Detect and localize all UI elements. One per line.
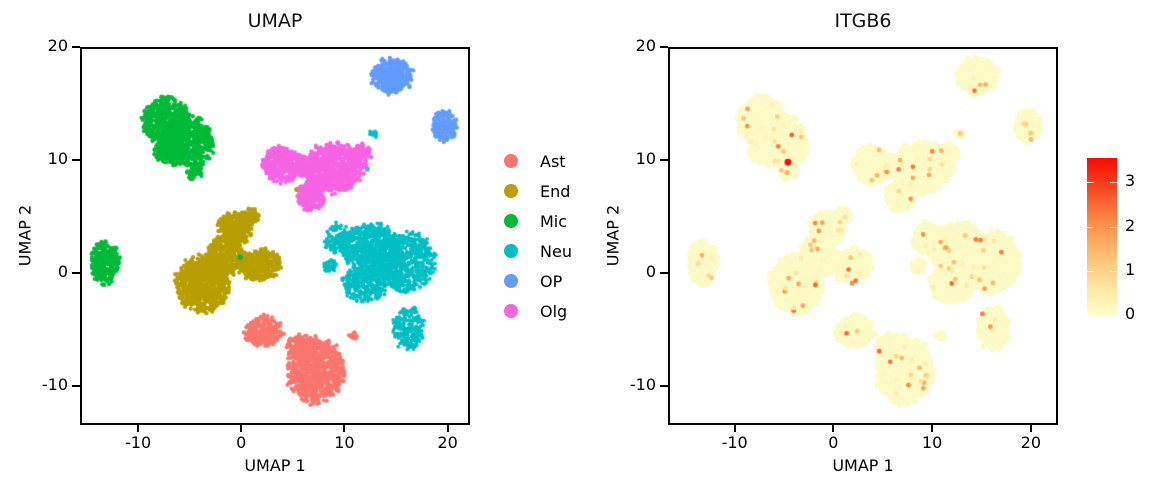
colorbar-notch <box>1087 182 1094 184</box>
y-tick-label: 10 <box>47 149 68 168</box>
colorbar-tick-label: 0 <box>1125 304 1136 323</box>
x-tick-mark <box>733 425 736 432</box>
colorbar-notch <box>1110 270 1117 272</box>
y-tick-mark <box>660 272 668 274</box>
y-tick-mark <box>72 272 80 274</box>
colorbar-notch <box>1110 182 1117 184</box>
y-tick-label: -10 <box>629 375 656 394</box>
colorbar-tick-label: 2 <box>1125 215 1136 235</box>
y-tick-mark <box>660 46 668 48</box>
x-tick-mark <box>343 425 346 432</box>
y-tick-mark <box>72 385 80 387</box>
x-tick-label: -10 <box>721 433 748 452</box>
legend-item-olg: Olg <box>504 296 596 326</box>
x-tick-label: 0 <box>828 433 839 452</box>
y-tick-label: 20 <box>47 36 68 55</box>
x-tick-label: 20 <box>437 433 458 452</box>
y-tick-label: 20 <box>635 36 656 55</box>
x-tick-label: 20 <box>1020 433 1042 452</box>
legend-item-mic: Mic <box>504 206 596 236</box>
itgb6-expression-plot <box>668 47 1058 425</box>
legend-item-op: OP <box>504 266 596 296</box>
y-tick-mark <box>660 159 668 161</box>
x-tick-label: 10 <box>921 433 943 452</box>
legend-label: End <box>540 181 571 201</box>
colorbar-notch <box>1087 226 1094 228</box>
x-tick-mark <box>240 425 243 432</box>
x-tick-label: 0 <box>236 433 247 452</box>
y-tick-mark <box>72 46 80 48</box>
legend-label: Neu <box>540 241 572 261</box>
legend-label: Ast <box>540 151 566 171</box>
y-tick-mark <box>72 159 80 161</box>
colorbar-tick-label: 3 <box>1125 171 1136 191</box>
y-tick-label: 0 <box>57 262 68 281</box>
legend-item-neu: Neu <box>504 236 596 266</box>
y-tick-mark <box>660 385 668 387</box>
legend-label: OP <box>540 271 563 291</box>
legend-swatch-icon <box>504 184 518 198</box>
legend-swatch-icon <box>504 154 518 168</box>
left-x-axis-label: UMAP 1 <box>244 456 306 475</box>
legend-swatch-icon <box>504 244 518 258</box>
legend-swatch-icon <box>504 214 518 228</box>
y-tick-label: -10 <box>41 375 68 394</box>
x-tick-mark <box>832 425 835 432</box>
legend-label: Olg <box>540 301 568 321</box>
x-tick-mark <box>446 425 449 432</box>
umap-cluster-plot <box>80 47 470 425</box>
x-tick-mark <box>137 425 140 432</box>
y-tick-label: 0 <box>645 262 656 281</box>
x-tick-label: 10 <box>334 433 355 452</box>
right-x-axis-label: UMAP 1 <box>832 456 894 475</box>
cluster-legend: Ast End Mic Neu OP Olg <box>504 146 596 326</box>
y-tick-label: 10 <box>635 149 656 168</box>
right-plot-title: ITGB6 <box>834 10 892 32</box>
left-plot-title: UMAP <box>247 10 303 32</box>
x-tick-mark <box>1029 425 1032 432</box>
x-tick-label: -10 <box>125 433 152 452</box>
legend-swatch-icon <box>504 274 518 288</box>
colorbar-notch <box>1087 270 1094 272</box>
legend-item-ast: Ast <box>504 146 596 176</box>
expression-colorbar <box>1087 158 1117 315</box>
legend-label: Mic <box>540 211 568 231</box>
colorbar-notch <box>1110 226 1117 228</box>
colorbar-tick-label: 1 <box>1125 259 1136 279</box>
legend-item-end: End <box>504 176 596 206</box>
legend-swatch-icon <box>504 304 518 318</box>
x-tick-mark <box>931 425 934 432</box>
